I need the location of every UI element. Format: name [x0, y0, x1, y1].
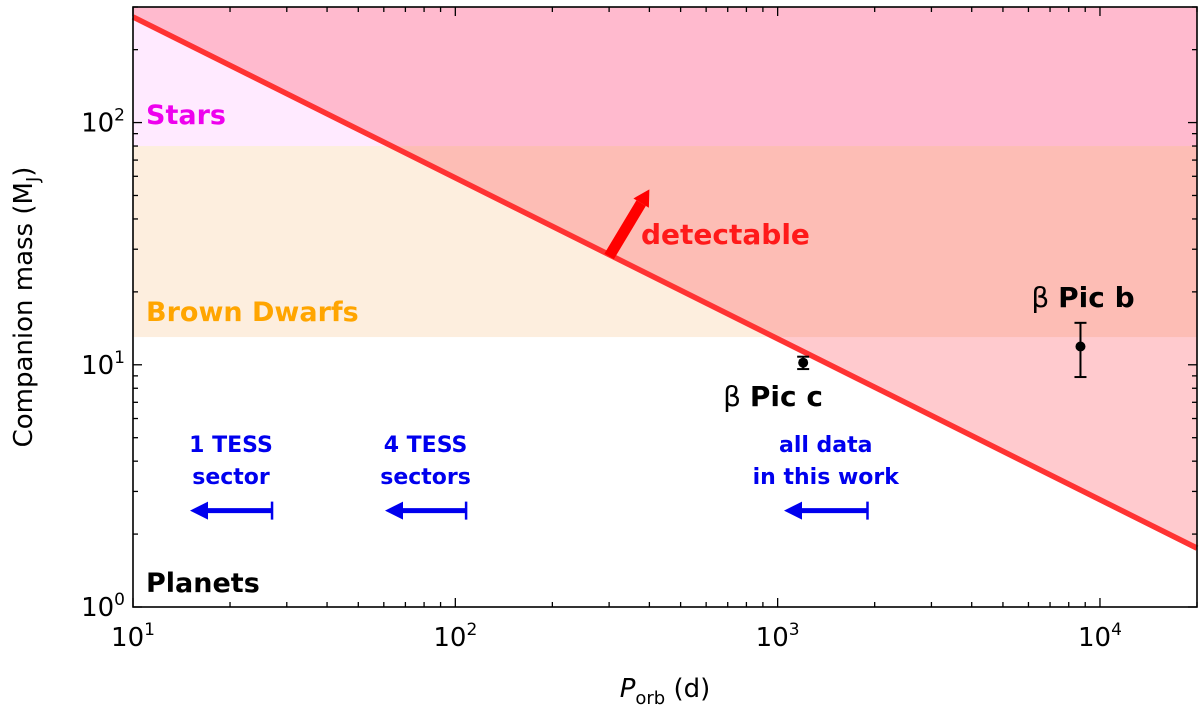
region-label-planets: Planets — [146, 568, 260, 599]
region-label-brown-dwarfs: Brown Dwarfs — [146, 297, 359, 328]
baseline-label: 1 TESS — [189, 433, 273, 458]
detectable-arrow — [604, 200, 646, 260]
baseline-label: sectors — [380, 465, 471, 490]
baseline-label: 4 TESS — [384, 433, 468, 458]
region-planets — [133, 337, 1197, 607]
data-point — [1075, 341, 1086, 352]
detection-limit-line — [131, 14, 1199, 551]
y-tick-label: 100 — [81, 590, 125, 623]
region-label-stars: Stars — [146, 100, 226, 131]
baseline-label: sector — [192, 465, 270, 490]
y-axis-title: Companion mass (MJ) — [9, 167, 44, 448]
x-tick-label: 103 — [756, 620, 800, 653]
data-point — [798, 357, 809, 368]
x-axis-title: Porb (d) — [620, 674, 711, 705]
x-tick-label: 104 — [1078, 620, 1122, 653]
plot-frame — [132, 6, 1198, 608]
point-label: β Pic b — [1031, 281, 1134, 314]
y-tick-label: 102 — [81, 106, 125, 139]
baseline-arrow-head — [190, 501, 208, 520]
baseline-arrow-head — [784, 501, 802, 520]
x-tick-label: 102 — [433, 620, 477, 653]
detectable-arrow-head — [633, 189, 650, 208]
x-tick-label: 101 — [111, 620, 155, 653]
region-brown-dwarfs — [133, 146, 1197, 338]
detectable-label: detectable — [641, 218, 810, 251]
region-stars — [133, 7, 1197, 147]
baseline-label: in this work — [753, 465, 901, 490]
point-label: β Pic c — [723, 380, 823, 413]
baseline-arrow-head — [385, 501, 403, 520]
baseline-label: all data — [779, 433, 873, 458]
y-tick-label: 101 — [81, 348, 125, 381]
